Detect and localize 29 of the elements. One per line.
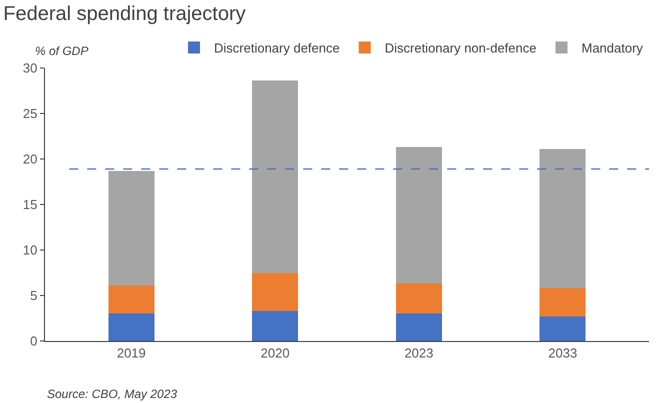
- y-tick-label: 10: [22, 242, 38, 258]
- legend-label: Discretionary defence: [214, 40, 340, 56]
- y-tick-label: 15: [22, 197, 38, 212]
- bar: [252, 272, 298, 311]
- bar: [540, 288, 586, 316]
- x-tick-label: 2020: [260, 346, 290, 361]
- bar: [396, 284, 442, 314]
- x-tick-label: 2033: [548, 346, 578, 361]
- legend-label: Discretionary non-defence: [384, 40, 536, 56]
- bar: [540, 316, 586, 341]
- chart-title: Federal spending trajectory: [3, 3, 246, 26]
- x-tick-label: 2023: [404, 346, 434, 361]
- bar: [108, 170, 154, 286]
- bar: [540, 148, 586, 288]
- bar: [396, 314, 442, 341]
- x-tick-label: 2019: [116, 346, 146, 361]
- bar: [396, 147, 442, 284]
- bar: [252, 310, 298, 341]
- y-tick-label: 25: [22, 106, 38, 122]
- legend-label: Mandatory: [581, 40, 644, 56]
- bar: [252, 80, 298, 273]
- y-tick-label: 20: [22, 152, 38, 167]
- source-note: Source: CBO, May 2023: [47, 387, 178, 401]
- y-axis-title: % of GDP: [35, 44, 88, 58]
- y-tick-label: 30: [22, 60, 38, 76]
- bar: [108, 285, 154, 314]
- y-tick-label: 0: [30, 334, 38, 349]
- bar: [108, 314, 154, 341]
- y-tick-label: 5: [30, 288, 38, 304]
